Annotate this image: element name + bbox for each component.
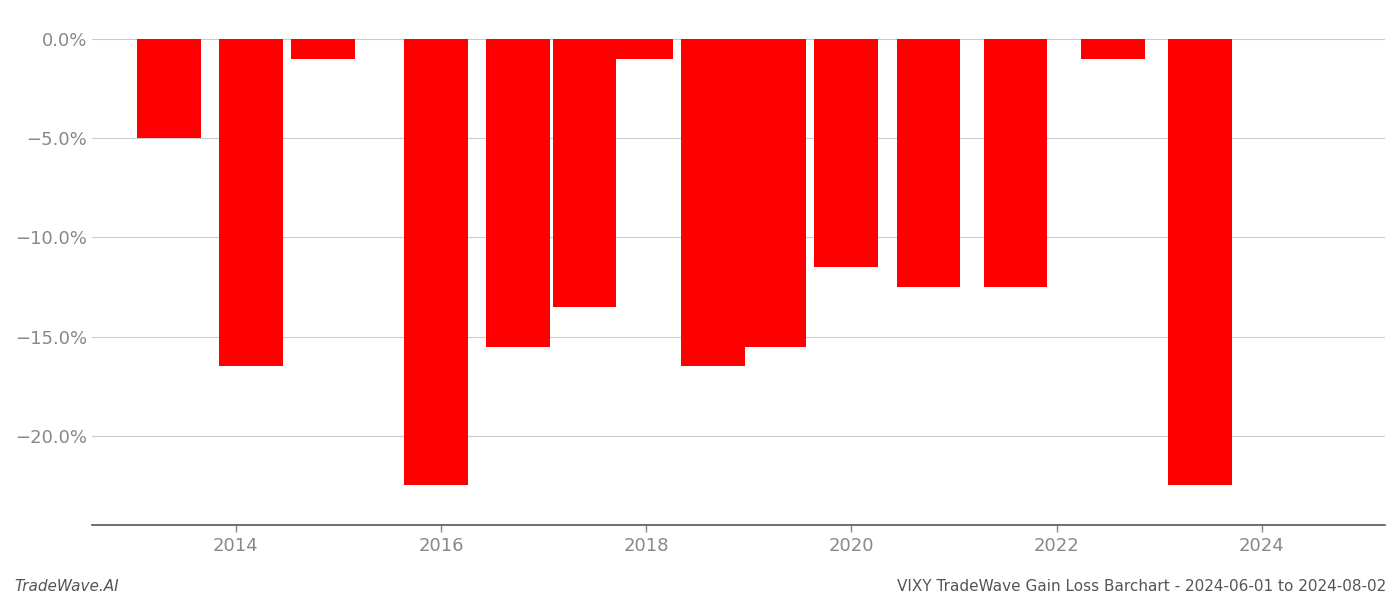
Bar [984,39,1047,287]
Bar [486,39,550,347]
Bar [291,39,354,59]
Bar [815,39,878,267]
Bar [680,39,745,367]
Bar [1169,39,1232,485]
Text: VIXY TradeWave Gain Loss Barchart - 2024-06-01 to 2024-08-02: VIXY TradeWave Gain Loss Barchart - 2024… [897,579,1386,594]
Bar [609,39,673,59]
Bar [1081,39,1145,59]
Bar [742,39,806,347]
Bar [405,39,468,485]
Bar [553,39,616,307]
Bar [896,39,960,287]
Text: TradeWave.AI: TradeWave.AI [14,579,119,594]
Bar [137,39,200,138]
Bar [220,39,283,367]
